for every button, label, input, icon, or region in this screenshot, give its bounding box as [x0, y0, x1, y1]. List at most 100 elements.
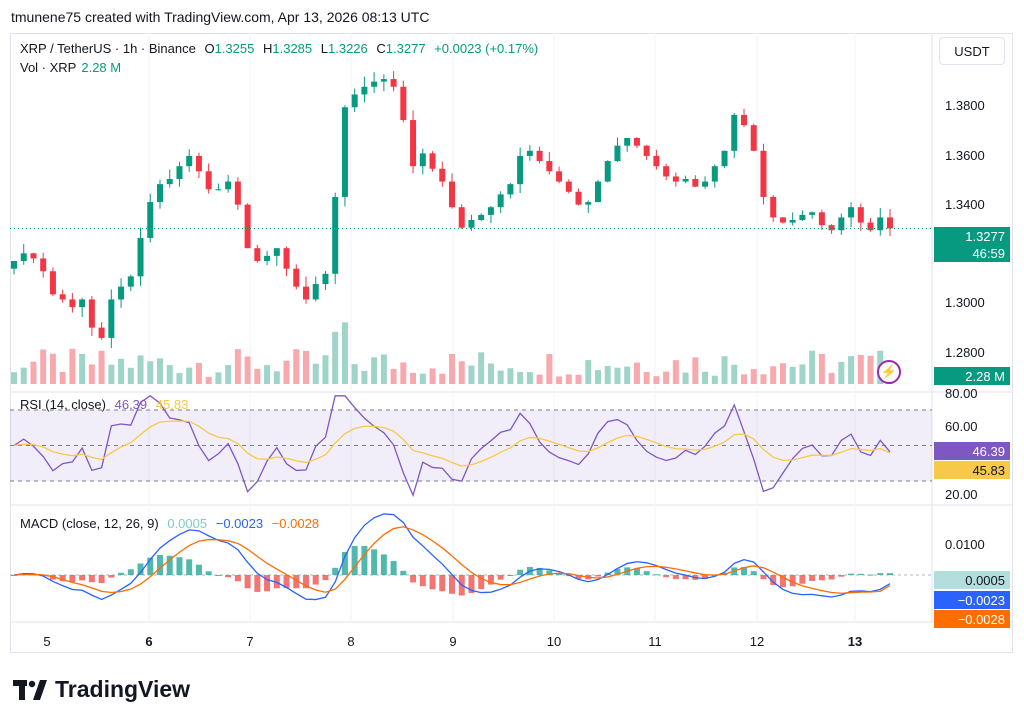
candle-body	[254, 248, 261, 261]
volume-bar	[770, 366, 777, 384]
macd-signal-value: −0.0028	[271, 516, 320, 531]
volume-bar	[595, 370, 601, 384]
volume-bar	[118, 358, 125, 384]
close-label: C	[376, 41, 386, 56]
volume-bar	[88, 364, 95, 384]
candle-body	[293, 268, 300, 287]
volume-bar	[400, 362, 407, 384]
symbol-label[interactable]: XRP / TetherUS · 1h · Binance	[20, 41, 196, 56]
volume-bar	[293, 349, 300, 384]
candle-body	[137, 237, 144, 277]
candle-body	[157, 184, 163, 203]
macd-hist-value: 0.0005	[167, 516, 208, 531]
volume-bar	[40, 349, 47, 384]
volume-bar	[828, 372, 835, 384]
open-value: 1.3255	[214, 41, 255, 56]
macd-axis-label: 0.0100	[945, 537, 985, 552]
currency-button[interactable]: USDT	[939, 37, 1005, 65]
candle-body	[429, 153, 436, 169]
macd-title: MACD (close, 12, 26, 9)	[20, 516, 159, 531]
candle-body	[526, 150, 533, 156]
price-tag: 1.3277	[934, 227, 1010, 245]
volume-bar	[312, 363, 319, 384]
volume-bar	[11, 372, 17, 384]
candle-body	[507, 184, 514, 195]
candle-body	[848, 207, 855, 218]
macd-histogram-bar	[361, 545, 368, 575]
candle-body	[127, 276, 134, 287]
candle-body	[30, 253, 37, 259]
rsi-ma-tag: 45.83	[934, 461, 1010, 479]
brand-name: TradingView	[55, 676, 191, 702]
macd-value: −0.0023	[215, 516, 264, 531]
candle-body	[595, 181, 601, 203]
time-axis-label: 10	[546, 634, 562, 649]
macd-histogram-bar	[283, 575, 290, 588]
volume-bar	[215, 372, 222, 384]
candle-body	[118, 286, 125, 300]
candle-body	[98, 327, 105, 338]
chart-header: tmunene75 created with TradingView.com, …	[11, 9, 430, 25]
candle-body	[147, 202, 154, 238]
candle-body	[283, 248, 290, 269]
volume-bar	[653, 376, 660, 384]
volume-bar	[137, 355, 144, 384]
macd-histogram-bar	[195, 564, 202, 575]
candle-body	[828, 225, 835, 231]
volume-bar	[283, 360, 290, 384]
candle-body	[779, 217, 786, 223]
macd-histogram-bar	[225, 575, 232, 578]
macd-histogram-bar	[702, 575, 709, 579]
volume-bar	[303, 350, 309, 384]
time-axis-label: 5	[43, 634, 51, 649]
price-axis-label: 1.3400	[945, 197, 985, 212]
candle-body	[40, 258, 47, 272]
volume-bar	[380, 354, 387, 384]
macd-histogram-bar	[429, 575, 436, 590]
lightning-icon[interactable]: ⚡	[877, 360, 901, 384]
macd-histogram-bar	[818, 575, 825, 581]
volume-bar	[507, 368, 514, 384]
candle-body	[624, 138, 631, 146]
rsi-ma-value: 45.83	[155, 397, 189, 412]
macd-histogram-bar	[799, 575, 806, 584]
volume-bar	[614, 367, 621, 384]
volume-bar	[692, 357, 699, 384]
candle-body	[176, 166, 183, 179]
candle-body	[186, 155, 193, 167]
candle-body	[351, 94, 358, 108]
macd-histogram-bar	[127, 569, 134, 575]
candle-body	[565, 181, 572, 192]
time-axis-label: 9	[449, 634, 457, 649]
macd-histogram-bar	[322, 575, 329, 581]
low-value: 1.3226	[328, 41, 368, 56]
volume-bar	[49, 353, 56, 384]
candle-body	[838, 217, 845, 231]
macd-histogram-bar	[828, 575, 835, 580]
volume-bar	[565, 374, 572, 384]
macd-histogram-bar	[595, 575, 601, 577]
macd-histogram-bar	[390, 561, 397, 575]
time-axis-label: 11	[648, 634, 662, 649]
volume-bar	[69, 348, 76, 384]
candle-body	[59, 294, 66, 300]
price-legend: XRP / TetherUS · 1h · Binance O1.3255 H1…	[20, 41, 543, 56]
macd-histogram-bar	[98, 575, 105, 584]
volume-bar	[108, 364, 115, 384]
candle-body	[614, 145, 621, 162]
candle-body	[205, 171, 212, 190]
candle-body	[721, 150, 728, 167]
candle-body	[789, 220, 796, 223]
candle-body	[750, 125, 757, 151]
candle-body	[244, 204, 251, 249]
volume-bar	[176, 373, 183, 384]
macd-legend: MACD (close, 12, 26, 9) 0.0005 −0.0023 −…	[20, 516, 324, 531]
volume-bar	[419, 373, 426, 384]
candle-body	[604, 161, 611, 182]
volume-bar	[166, 365, 173, 384]
candle-body	[711, 166, 718, 182]
volume-bar	[449, 354, 455, 384]
candle-body	[702, 181, 709, 187]
candle-body	[760, 150, 767, 197]
